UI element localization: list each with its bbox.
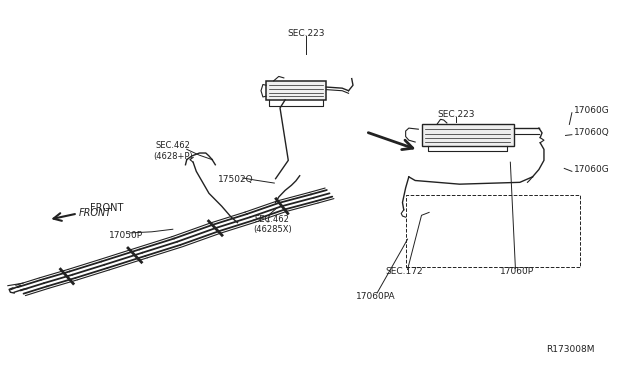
FancyBboxPatch shape bbox=[422, 124, 513, 146]
Text: 17502Q: 17502Q bbox=[218, 175, 254, 184]
Text: 17060PA: 17060PA bbox=[356, 292, 396, 301]
Text: SEC.223: SEC.223 bbox=[287, 29, 324, 38]
Text: 17060P: 17060P bbox=[500, 266, 534, 276]
Text: 17050P: 17050P bbox=[109, 231, 143, 240]
Text: SEC.172: SEC.172 bbox=[385, 266, 422, 276]
Text: FRONT: FRONT bbox=[90, 203, 124, 213]
FancyBboxPatch shape bbox=[266, 81, 326, 100]
Text: 17060Q: 17060Q bbox=[574, 128, 609, 137]
Text: SEC.462
(46285X): SEC.462 (46285X) bbox=[253, 215, 292, 234]
Text: SEC.223: SEC.223 bbox=[438, 110, 475, 119]
Text: 17060G: 17060G bbox=[574, 106, 609, 115]
Text: SEC.462
(4628+P): SEC.462 (4628+P) bbox=[153, 141, 193, 161]
Text: 17060G: 17060G bbox=[574, 165, 609, 174]
Text: FRONT: FRONT bbox=[79, 208, 112, 218]
Text: R173008M: R173008M bbox=[547, 344, 595, 353]
